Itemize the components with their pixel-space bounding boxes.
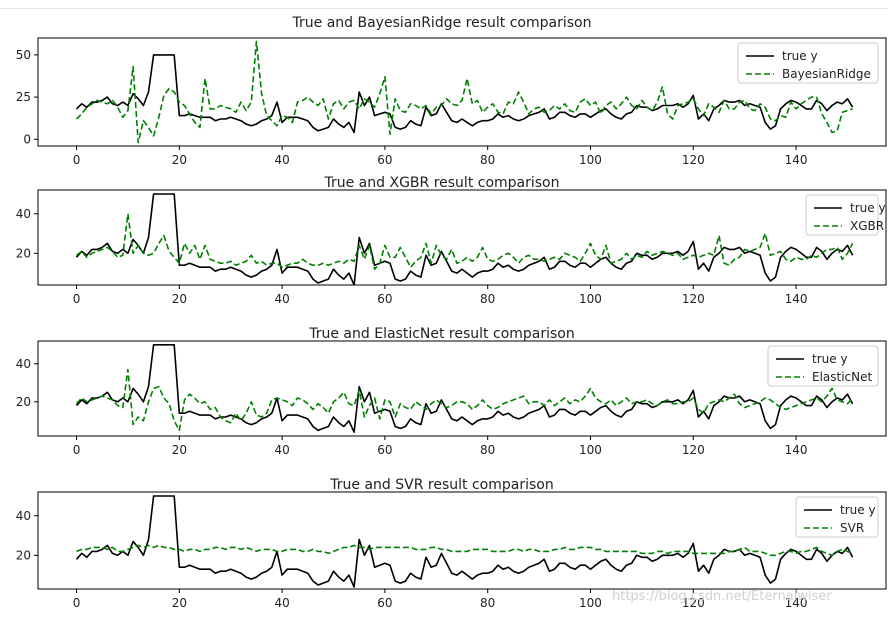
y-tick-label: 40: [16, 357, 31, 371]
legend-label: BayesianRidge: [782, 67, 871, 81]
legend: true y SVR: [795, 496, 879, 538]
subplot-4: True and SVR result comparison 0 20 40 60 80 1…: [16, 477, 887, 610]
x-tick-label: 80: [480, 153, 495, 167]
x-tick-label: 60: [377, 596, 392, 610]
x-tick-label: 0: [73, 596, 81, 610]
y-tick-label: 40: [16, 207, 31, 221]
legend-label: SVR: [840, 521, 864, 535]
watermark-text: https://blog.csdn.net/Eternalwiser: [612, 589, 832, 604]
series-line-prediction: [76, 213, 854, 271]
axes-frame: [37, 37, 887, 147]
x-tick-label: 0: [73, 153, 81, 167]
x-tick-label: 20: [172, 292, 187, 306]
y-tick-label: 20: [16, 246, 31, 260]
legend-label: true y: [812, 352, 848, 366]
x-tick-label: 40: [274, 153, 289, 167]
legend-box: [805, 194, 879, 236]
x-tick-label: 60: [377, 153, 392, 167]
subplot-title: True and XGBR result comparison: [324, 175, 560, 191]
series-line-prediction: [75, 368, 854, 432]
x-tick-label: 100: [579, 596, 602, 610]
x-tick-label: 80: [480, 596, 495, 610]
y-tick-label: 25: [16, 90, 31, 104]
x-tick-label: 100: [579, 292, 602, 306]
legend-label: ElasticNet: [812, 370, 873, 384]
legend-box: [795, 496, 879, 538]
legend-label: true y: [782, 49, 818, 63]
x-tick-label: 140: [785, 153, 808, 167]
x-tick-label: 0: [73, 443, 81, 457]
series-line-prediction: [76, 544, 853, 557]
window-top-border: [0, 0, 888, 9]
y-tick-label: 0: [23, 132, 31, 146]
series-line-true-y: [75, 54, 854, 134]
legend: true y BayesianRidge: [737, 42, 879, 84]
subplot-3: True and ElasticNet result comparison 0 20…: [16, 326, 887, 457]
x-tick-label: 100: [579, 443, 602, 457]
legend-label: true y: [850, 201, 886, 215]
series-line-true-y: [75, 495, 854, 588]
legend-label: XGBR: [850, 219, 884, 233]
x-tick-label: 140: [785, 443, 808, 457]
x-tick-label: 80: [480, 443, 495, 457]
y-tick-label: 50: [16, 48, 31, 62]
subplot-1: True and BayesianRidge result comparison…: [16, 15, 887, 167]
axes-frame: [37, 491, 887, 590]
series-line-true-y: [75, 193, 854, 285]
x-tick-label: 140: [785, 596, 808, 610]
x-tick-label: 100: [579, 153, 602, 167]
y-tick-label: 20: [16, 548, 31, 562]
x-tick-label: 20: [172, 596, 187, 610]
x-tick-label: 40: [274, 596, 289, 610]
legend-label: true y: [840, 503, 876, 517]
legend-box: [767, 345, 879, 387]
x-tick-label: 120: [682, 443, 705, 457]
y-tick-label: 20: [16, 395, 31, 409]
legend: true y ElasticNet: [767, 345, 879, 387]
x-tick-label: 40: [274, 292, 289, 306]
x-tick-label: 20: [172, 153, 187, 167]
legend: true y XGBR: [805, 194, 886, 236]
series-line-prediction: [75, 40, 853, 144]
series-line-true-y: [75, 343, 854, 434]
subplot-title: True and SVR result comparison: [329, 477, 553, 493]
y-tick-label: 40: [16, 509, 31, 523]
axes-frame: [37, 189, 887, 286]
x-tick-label: 60: [377, 292, 392, 306]
x-tick-label: 40: [274, 443, 289, 457]
x-tick-label: 120: [682, 292, 705, 306]
axes-frame: [37, 340, 887, 437]
x-tick-label: 0: [73, 292, 81, 306]
x-tick-label: 120: [682, 153, 705, 167]
x-tick-label: 140: [785, 292, 808, 306]
subplot-2: True and XGBR result comparison 0 20 40 60 80…: [16, 175, 887, 306]
x-tick-label: 120: [682, 596, 705, 610]
legend-box: [737, 42, 879, 84]
x-tick-label: 20: [172, 443, 187, 457]
subplot-title: True and ElasticNet result comparison: [308, 326, 575, 342]
subplot-title: True and BayesianRidge result comparison: [292, 15, 592, 31]
x-tick-label: 60: [377, 443, 392, 457]
x-tick-label: 80: [480, 292, 495, 306]
